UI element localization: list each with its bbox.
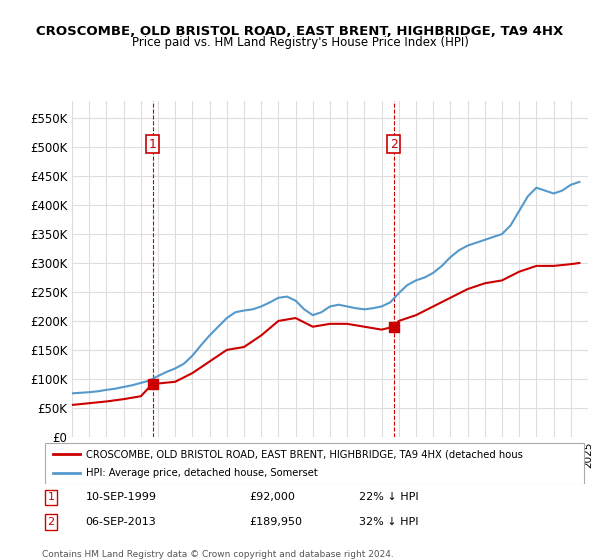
Point	[148, 379, 158, 388]
Text: CROSCOMBE, OLD BRISTOL ROAD, EAST BRENT, HIGHBRIDGE, TA9 4HX: CROSCOMBE, OLD BRISTOL ROAD, EAST BRENT,…	[37, 25, 563, 38]
Text: 22% ↓ HPI: 22% ↓ HPI	[359, 492, 418, 502]
Text: Contains HM Land Registry data © Crown copyright and database right 2024.
This d: Contains HM Land Registry data © Crown c…	[42, 550, 394, 560]
Text: £92,000: £92,000	[250, 492, 295, 502]
Text: 32% ↓ HPI: 32% ↓ HPI	[359, 517, 418, 527]
Text: HPI: Average price, detached house, Somerset: HPI: Average price, detached house, Some…	[86, 468, 317, 478]
Text: 2: 2	[47, 517, 55, 527]
Text: 1: 1	[47, 492, 55, 502]
Point	[389, 323, 398, 332]
FancyBboxPatch shape	[45, 444, 584, 483]
Text: CROSCOMBE, OLD BRISTOL ROAD, EAST BRENT, HIGHBRIDGE, TA9 4HX (detached hous: CROSCOMBE, OLD BRISTOL ROAD, EAST BRENT,…	[86, 449, 523, 459]
Text: 10-SEP-1999: 10-SEP-1999	[86, 492, 157, 502]
Text: 06-SEP-2013: 06-SEP-2013	[86, 517, 157, 527]
Text: Price paid vs. HM Land Registry's House Price Index (HPI): Price paid vs. HM Land Registry's House …	[131, 36, 469, 49]
Text: 1: 1	[149, 138, 157, 151]
Text: £189,950: £189,950	[250, 517, 302, 527]
Text: 2: 2	[390, 138, 398, 151]
